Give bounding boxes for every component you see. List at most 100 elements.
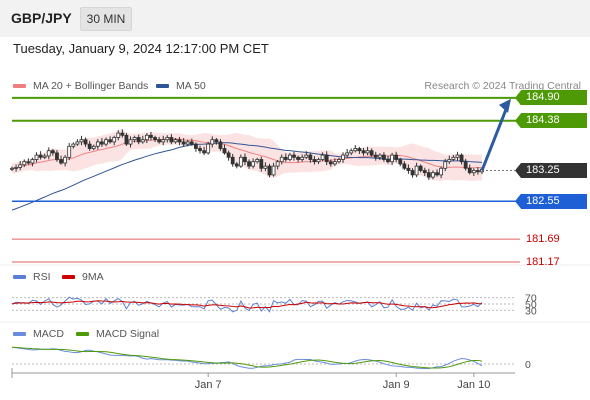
price-label-notch xyxy=(515,163,521,178)
ma50-swatch xyxy=(156,84,169,88)
timestamp: Tuesday, January 9, 2024 12:17:00 PM CET xyxy=(13,41,269,56)
candle-body xyxy=(476,170,480,173)
candle-body xyxy=(22,161,27,166)
candle-body xyxy=(14,167,18,169)
price-label-notch xyxy=(515,90,521,106)
candle-body xyxy=(373,154,378,158)
price-level-label: 184.90 xyxy=(521,90,587,106)
candle-body xyxy=(165,137,170,141)
candle-body xyxy=(337,159,341,163)
candle-body xyxy=(120,132,125,136)
candle-body xyxy=(259,159,264,169)
candle-body xyxy=(87,143,92,149)
candle-body xyxy=(218,141,223,149)
candle-body xyxy=(263,165,268,169)
rsi-tick-label: 30 xyxy=(525,305,537,317)
rsi-tick-label: 50 xyxy=(525,299,537,311)
candle-body xyxy=(447,159,452,163)
candle-body xyxy=(382,154,386,160)
candle-body xyxy=(136,137,141,143)
x-tick-label: Jan 7 xyxy=(195,379,222,391)
candle-body xyxy=(279,156,284,163)
candle-body xyxy=(283,156,288,160)
candle-body xyxy=(100,141,104,145)
candle-body xyxy=(365,150,370,154)
price-label-notch xyxy=(515,193,521,209)
legend-ma20: MA 20 + Bollinger Bands xyxy=(13,80,148,92)
candle-body xyxy=(308,154,313,160)
candle-body xyxy=(177,139,182,143)
legend-ma50: MA 50 xyxy=(156,80,206,92)
candle-body xyxy=(353,148,358,152)
candle-body xyxy=(320,154,325,160)
legend-ma9-label: 9MA xyxy=(82,271,104,283)
candle-body xyxy=(59,159,63,164)
candle-body xyxy=(210,139,215,145)
candle-body xyxy=(10,167,14,170)
candle-body xyxy=(324,154,329,163)
legend-rsi: RSI xyxy=(13,271,51,283)
header-bar: GBP/JPY 30 MIN xyxy=(0,0,590,37)
candle-body xyxy=(50,150,55,154)
legend-rsi-label: RSI xyxy=(33,271,51,283)
candle-body xyxy=(238,156,243,167)
candle-body xyxy=(128,139,133,145)
candle-body xyxy=(275,161,280,167)
candle-body xyxy=(471,170,476,174)
legend-ma50-label: MA 50 xyxy=(176,80,206,92)
price-label-notch xyxy=(515,113,521,129)
candle-body xyxy=(153,137,157,141)
candle-body xyxy=(455,154,460,158)
candle-body xyxy=(296,156,300,160)
candle-body xyxy=(345,152,350,156)
candle-body xyxy=(95,141,100,147)
ma50-line xyxy=(11,142,483,211)
forecast-arrow-head xyxy=(499,98,511,113)
price-level-label: 184.38 xyxy=(521,113,587,129)
candle-body xyxy=(467,167,472,174)
candle-body xyxy=(431,172,435,178)
candle-body xyxy=(185,141,190,145)
candle-body xyxy=(75,141,80,145)
price-level-label: 181.69 xyxy=(526,232,560,245)
macd-signal-swatch xyxy=(76,332,89,336)
candle-body xyxy=(30,159,35,164)
macd-line xyxy=(11,346,483,370)
candle-body xyxy=(144,134,149,141)
timeframe-button[interactable]: 30 MIN xyxy=(80,7,132,31)
candle-body xyxy=(349,150,354,154)
candle-body xyxy=(169,137,174,143)
x-tick-label: Jan 9 xyxy=(383,379,410,391)
candle-body xyxy=(463,161,468,169)
candle-body xyxy=(104,139,108,145)
price-level-label: 183.25 xyxy=(521,163,587,178)
candle-body xyxy=(439,167,444,176)
candle-body xyxy=(71,143,76,147)
candle-body xyxy=(410,170,415,176)
candle-body xyxy=(132,137,137,141)
candle-body xyxy=(161,139,166,143)
candle-body xyxy=(157,139,162,143)
candle-body xyxy=(422,170,427,174)
candle-body xyxy=(173,139,178,143)
candle-body xyxy=(234,163,239,167)
ma20-swatch xyxy=(13,84,26,88)
candle-body xyxy=(67,145,72,158)
candle-body xyxy=(402,163,407,169)
candle-body xyxy=(181,141,186,145)
price-level-label: 182.55 xyxy=(521,193,587,209)
legend-ma20-label: MA 20 + Bollinger Bands xyxy=(33,80,149,92)
ma9-swatch xyxy=(62,275,75,279)
candle-body xyxy=(443,161,448,169)
candle-body xyxy=(226,152,231,158)
candle-body xyxy=(390,154,394,163)
candle-body xyxy=(189,141,194,145)
candle-body xyxy=(394,154,399,160)
candle-body xyxy=(406,167,411,171)
candle-body xyxy=(18,164,23,168)
candle-body xyxy=(271,165,276,176)
macd-signal-line xyxy=(11,346,483,369)
candle-body xyxy=(361,150,366,154)
candle-body xyxy=(398,159,403,165)
